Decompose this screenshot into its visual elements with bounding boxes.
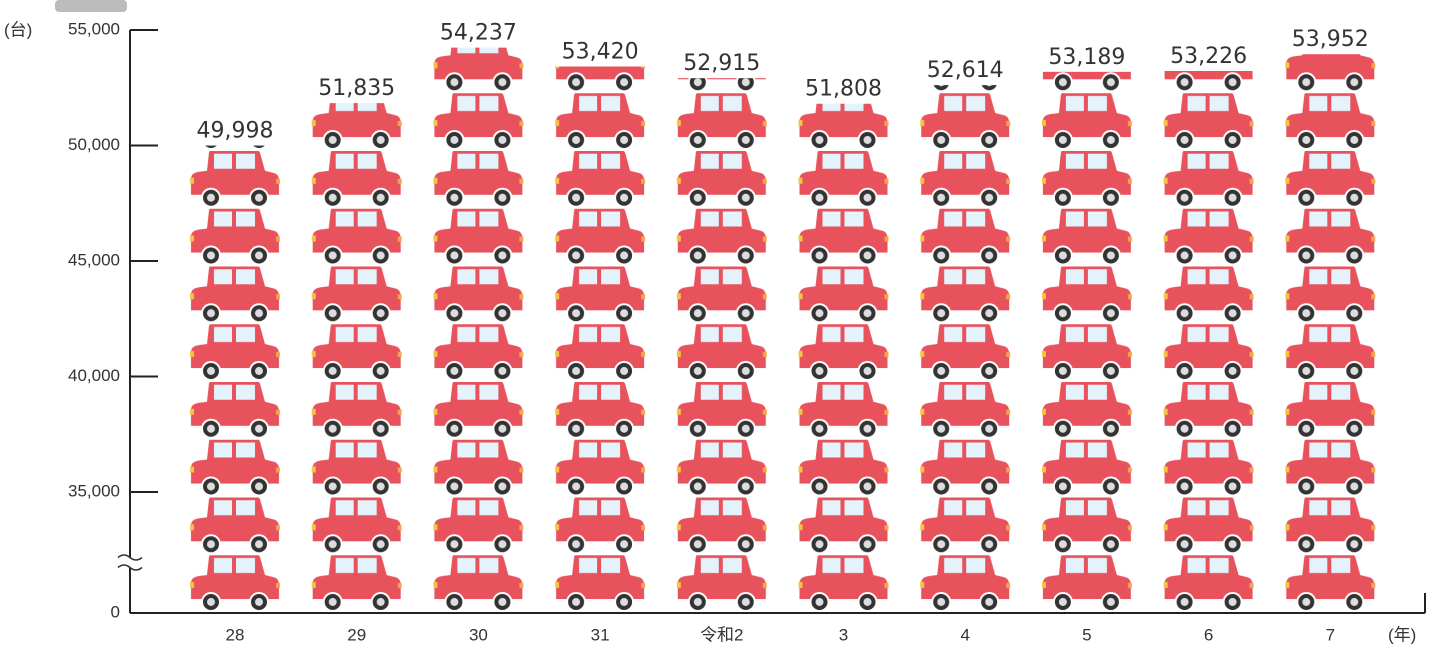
y-tick-label: 50,000 [68, 135, 120, 154]
x-tick-label: 6 [1204, 625, 1213, 644]
y-tick-label: 45,000 [68, 250, 120, 269]
value-label: 53,226 [1170, 44, 1247, 69]
car-bar [790, 103, 897, 612]
value-label: 52,614 [927, 58, 1004, 83]
car-bar [182, 145, 288, 612]
car-bar [1034, 71, 1140, 612]
y-unit: (台) [4, 20, 32, 39]
x-tick-label: 4 [960, 625, 969, 644]
x-tick-label: 7 [1326, 625, 1335, 644]
x-tick-label: 5 [1082, 625, 1091, 644]
car-bar [425, 47, 532, 612]
car-bar [547, 66, 653, 613]
value-label: 51,835 [318, 76, 395, 101]
x-tick-label: 30 [469, 625, 488, 644]
y-tick-label: 40,000 [68, 366, 120, 385]
axis-break-gap [118, 557, 142, 568]
y-tick-label: 0 [111, 602, 120, 621]
x-tick-label: 29 [347, 625, 366, 644]
x-tick-label: 28 [226, 625, 245, 644]
axis-break [117, 564, 143, 571]
x-tick-label: 3 [839, 625, 848, 644]
value-label: 53,189 [1048, 45, 1125, 70]
value-label: 54,237 [440, 21, 517, 46]
figure-tab [55, 0, 127, 12]
y-tick-label: 55,000 [68, 19, 120, 38]
x-tick-label: 31 [591, 625, 610, 644]
x-tick-label: 令和2 [700, 625, 743, 644]
value-label: 51,808 [805, 77, 882, 102]
car-bar [1155, 70, 1262, 613]
y-tick-label: 35,000 [68, 481, 120, 500]
value-label: 49,998 [197, 119, 274, 144]
car-bar [912, 85, 1019, 613]
value-label: 53,420 [562, 39, 639, 64]
car-bar [668, 78, 775, 612]
x-unit: (年) [1388, 625, 1416, 644]
value-label: 53,952 [1292, 27, 1369, 52]
value-label: 52,915 [683, 51, 760, 76]
car-bar [303, 103, 410, 612]
axis-break [117, 554, 143, 561]
car-bar [1277, 54, 1384, 612]
